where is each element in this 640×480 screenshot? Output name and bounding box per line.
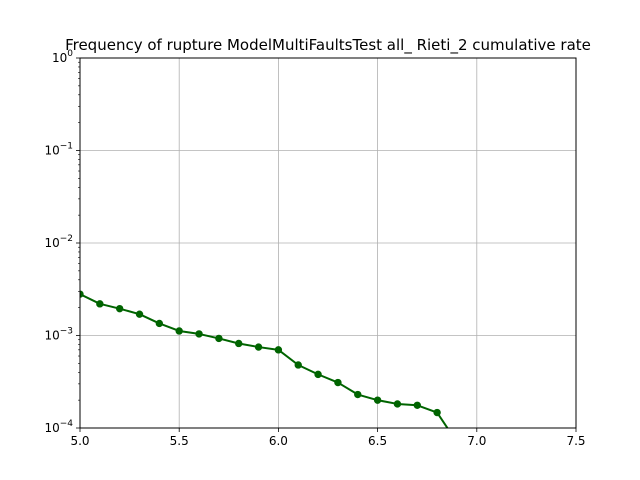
data-point (274, 346, 283, 354)
x-tick-label: 6.0 (269, 434, 288, 448)
y-tick-label: 100 (52, 49, 73, 65)
data-point (393, 400, 402, 408)
y-tick-exponent: −3 (60, 327, 73, 337)
y-tick-exponent: 0 (67, 49, 73, 59)
data-point (413, 401, 421, 409)
data-point (175, 327, 183, 335)
data-point (334, 378, 342, 387)
data-point (115, 304, 124, 313)
x-tick-label: 7.5 (566, 434, 585, 448)
y-tick-base: 10 (44, 144, 59, 158)
data-point (254, 343, 263, 351)
y-tick-label: 10−4 (44, 419, 73, 435)
y-tick-base: 10 (52, 51, 67, 65)
y-tick-exponent: −4 (60, 419, 74, 429)
chart-title: Frequency of rupture ModelMultiFaultsTes… (65, 36, 591, 55)
x-tick-label: 6.5 (368, 434, 387, 448)
data-point (195, 330, 203, 338)
data-point (314, 370, 322, 379)
y-tick-base: 10 (44, 421, 59, 435)
data-point (135, 310, 144, 318)
data-point (294, 361, 302, 369)
series-layer (80, 290, 449, 428)
data-point (373, 396, 382, 404)
data-point (433, 408, 441, 417)
y-tick-label: 10−3 (44, 327, 73, 343)
x-tick-label: 5.0 (70, 434, 89, 448)
data-point (96, 300, 104, 308)
y-tick-base: 10 (44, 329, 59, 343)
data-point (215, 334, 223, 343)
y-tick-base: 10 (44, 236, 59, 250)
data-point (155, 319, 164, 328)
data-point (235, 339, 243, 348)
x-tick-label: 5.5 (170, 434, 189, 448)
y-tick-label: 10−2 (44, 234, 73, 250)
y-tick-label: 10−1 (44, 142, 73, 158)
y-tick-exponent: −1 (60, 142, 73, 152)
x-tick-label: 7.0 (467, 434, 486, 448)
data-point (354, 390, 362, 399)
y-tick-exponent: −2 (60, 234, 73, 244)
